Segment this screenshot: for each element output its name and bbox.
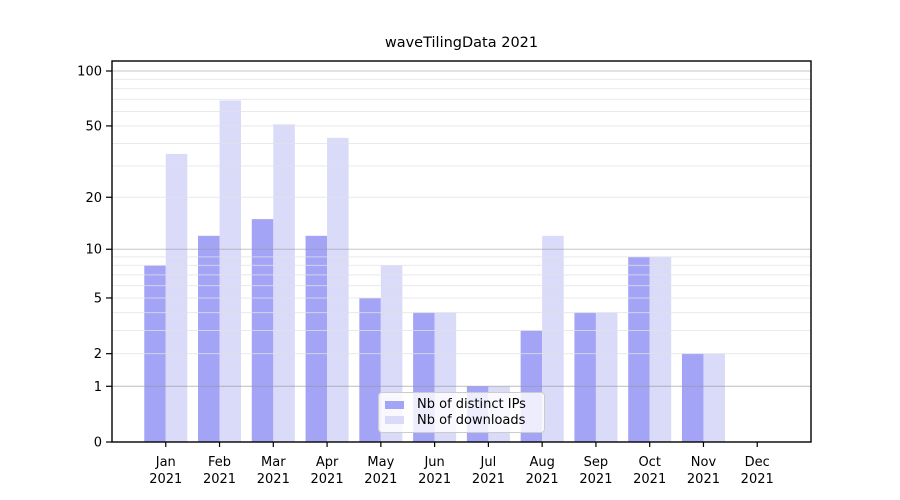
y-tick-label: 1 [94,380,102,395]
x-tick-label-month: Sep [584,455,609,470]
x-tick-label-month: Apr [316,455,339,470]
legend-label-downloads: Nb of downloads [417,412,526,428]
legend-row-distinct-ips: Nb of distinct IPs [385,398,536,411]
x-tick-label-year: 2021 [633,472,666,487]
x-tick-label-month: Dec [745,455,770,470]
bar-downloads-oct [649,256,672,442]
legend-row-downloads: Nb of downloads [385,414,536,427]
x-tick-label-year: 2021 [472,472,505,487]
y-tick-label: 0 [94,436,102,451]
x-tick-label-year: 2021 [203,472,236,487]
x-tick-label-year: 2021 [418,472,451,487]
y-tick-label: 20 [85,191,102,206]
bar-ips-apr [305,235,328,442]
bar-ips-sep [574,312,596,442]
bar-downloads-apr [327,137,349,442]
x-tick-label-year: 2021 [526,472,559,487]
chart-title: waveTilingData 2021 [384,35,539,51]
x-tick-label-month: Jul [480,455,497,470]
x-tick-label-month: Mar [261,455,286,470]
y-tick-label: 2 [94,347,102,362]
bar-downloads-aug [542,235,564,442]
y-tick-label: 5 [94,291,102,306]
bar-downloads-feb [219,100,242,442]
bar-downloads-sep [595,312,618,442]
legend-swatch-distinct-ips [385,400,404,409]
bar-ips-oct [628,256,650,442]
x-tick-label-month: Nov [691,455,717,470]
plot-border [111,60,812,443]
bar-ips-may [359,297,381,442]
bar-ips-feb [198,235,220,442]
x-tick-label-month: May [367,455,394,470]
x-tick-label-year: 2021 [364,472,397,487]
y-tick-label: 100 [77,65,102,80]
bar-ips-nov [681,353,704,442]
x-tick-label-month: Oct [638,455,660,470]
legend: Nb of distinct IPs Nb of downloads [378,392,545,433]
x-tick-label-year: 2021 [311,472,344,487]
x-tick-label-month: Feb [208,455,231,470]
bar-downloads-nov [703,353,725,442]
x-tick-label-month: Aug [529,455,554,470]
x-tick-label-year: 2021 [741,472,774,487]
x-tick-label-year: 2021 [579,472,612,487]
bar-downloads-mar [273,124,295,443]
x-tick-label-year: 2021 [257,472,290,487]
x-tick-label-month: Jan [155,455,176,470]
x-tick-label-month: Jun [423,455,444,470]
legend-label-distinct-ips: Nb of distinct IPs [417,397,526,413]
y-tick-label: 10 [85,243,102,258]
x-tick-label-year: 2021 [149,472,182,487]
x-tick-label-year: 2021 [687,472,720,487]
legend-swatch-downloads [385,416,404,425]
y-tick-label: 50 [85,119,102,134]
